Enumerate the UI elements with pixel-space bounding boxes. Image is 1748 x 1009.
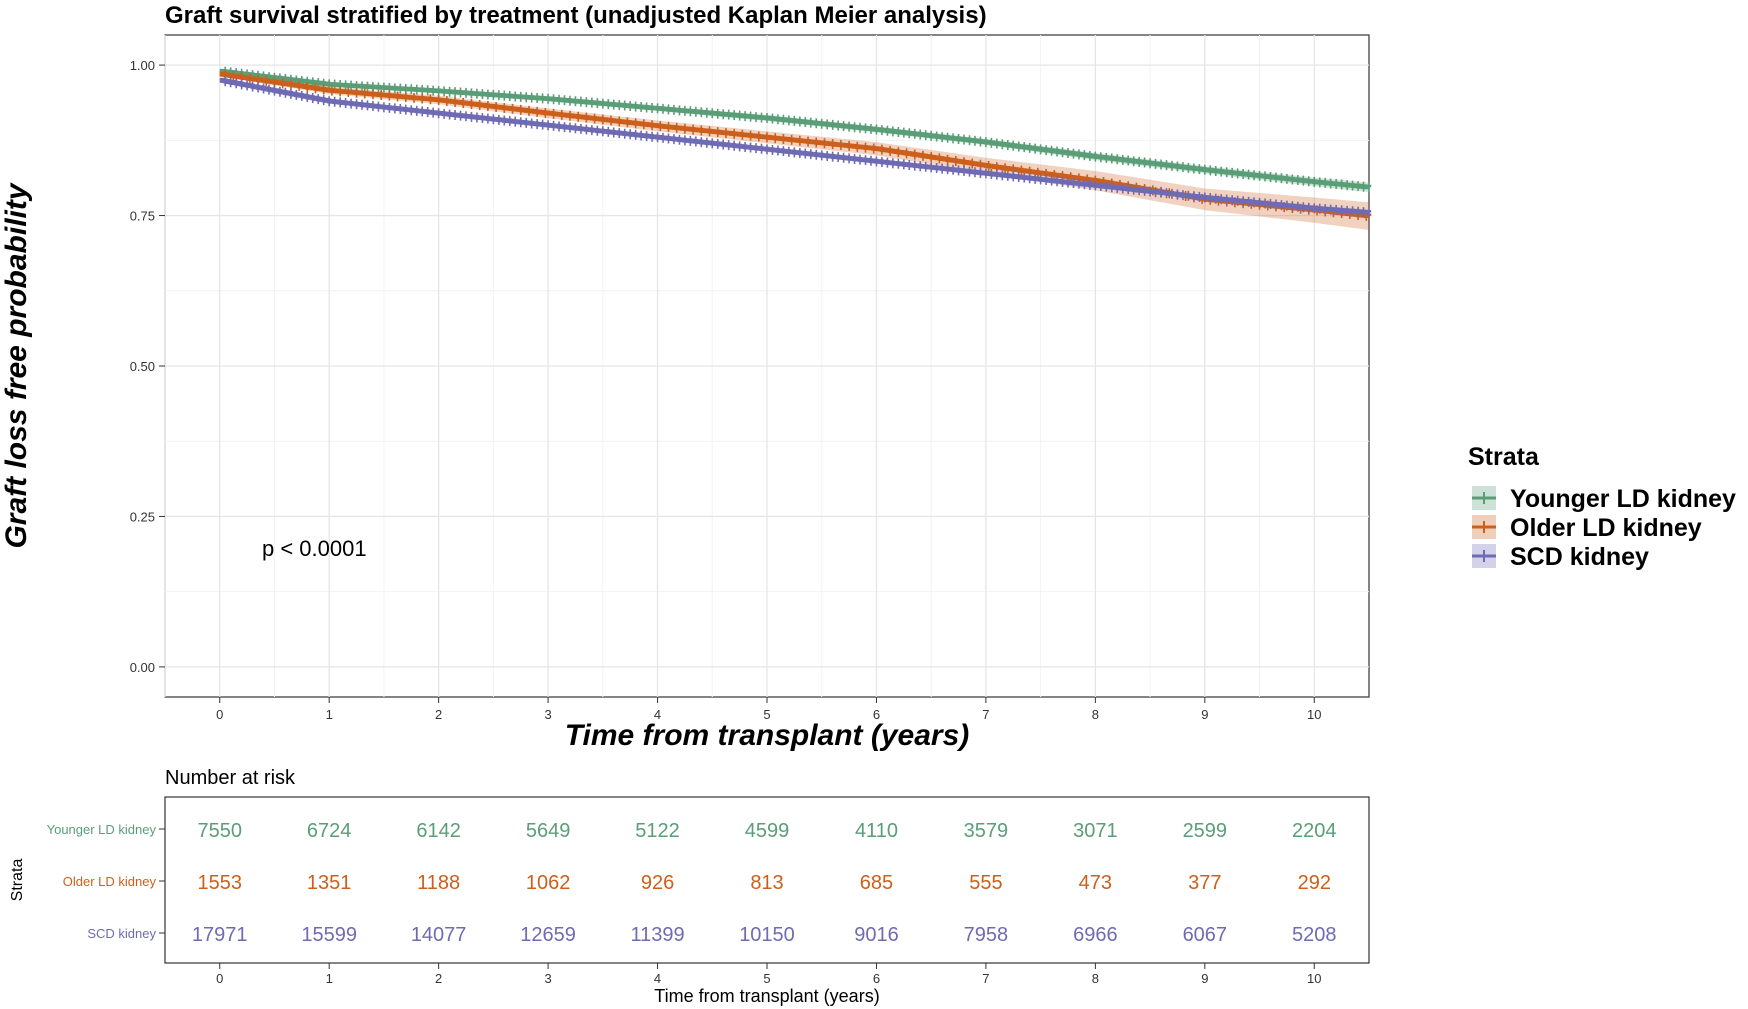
y-tick-label: 1.00 — [130, 58, 155, 73]
y-tick-label: 0.25 — [130, 509, 155, 524]
x-tick-label: 2 — [435, 707, 442, 722]
risk-x-tick-label: 1 — [326, 971, 333, 986]
risk-cell: 5649 — [526, 820, 571, 842]
risk-x-tick-label: 9 — [1201, 971, 1208, 986]
risk-cell: 10150 — [739, 924, 795, 946]
risk-cell: 15599 — [301, 924, 357, 946]
risk-cell: 1188 — [417, 872, 460, 894]
risk-cell: 555 — [969, 872, 1002, 894]
censor-marks-2 — [224, 76, 1370, 218]
risk-cell: 9016 — [854, 924, 899, 946]
survival-curves — [219, 66, 1372, 221]
risk-cell: 292 — [1298, 872, 1331, 894]
risk-cell: 473 — [1079, 872, 1112, 894]
risk-x-tick-label: 2 — [435, 971, 442, 986]
risk-table-x-label: Time from transplant (years) — [654, 986, 879, 1006]
risk-cell: 1553 — [197, 872, 242, 894]
risk-cell: 377 — [1188, 872, 1221, 894]
y-tick-label: 0.50 — [130, 359, 155, 374]
risk-cell: 1062 — [526, 872, 571, 894]
risk-x-tick-label: 10 — [1307, 971, 1321, 986]
axis-ticks: 0 1 2 3 4 5 6 7 8 9 10 0.00 0.25 0.50 0.75 1.00 — [130, 58, 1322, 722]
x-tick-label: 1 — [326, 707, 333, 722]
risk-x-tick-label: 3 — [544, 971, 551, 986]
x-tick-label: 8 — [1092, 707, 1099, 722]
legend-label-0: Younger LD kidney — [1510, 485, 1736, 513]
risk-cell: 926 — [641, 872, 674, 894]
risk-row-label-2: SCD kidney — [87, 926, 156, 941]
risk-table-panel — [164, 796, 1370, 964]
x-tick-label: 7 — [982, 707, 989, 722]
risk-row-label-0: Younger LD kidney — [47, 822, 157, 837]
legend-label-2: SCD kidney — [1510, 543, 1649, 571]
x-tick-label: 9 — [1201, 707, 1208, 722]
risk-cell: 6724 — [307, 820, 352, 842]
risk-table-title: Number at risk — [165, 767, 296, 789]
risk-cell: 813 — [750, 872, 783, 894]
risk-cell: 4110 — [855, 820, 898, 842]
risk-cell: 12659 — [520, 924, 576, 946]
risk-cell: 3579 — [964, 820, 1009, 842]
risk-cell: 2599 — [1183, 820, 1228, 842]
risk-cell: 5122 — [635, 820, 680, 842]
y-tick-label: 0.75 — [130, 209, 155, 224]
chart-title: Graft survival stratified by treatment (… — [165, 2, 987, 29]
x-axis-label: Time from transplant (years) — [565, 719, 970, 752]
x-tick-label: 10 — [1307, 707, 1321, 722]
risk-cell: 11399 — [630, 924, 684, 946]
risk-cell: 6142 — [416, 820, 461, 842]
risk-cell: 7550 — [197, 820, 242, 842]
legend-title: Strata — [1468, 443, 1540, 471]
risk-x-tick-label: 8 — [1092, 971, 1099, 986]
risk-cell: 3071 — [1073, 820, 1118, 842]
risk-table: Younger LD kidney 7550 6724 6142 5649 5122 459… — [47, 820, 1337, 986]
risk-cell: 14077 — [411, 924, 467, 946]
risk-table-y-label: Strata — [9, 859, 26, 902]
x-tick-label: 6 — [873, 707, 880, 722]
risk-x-tick-label: 5 — [763, 971, 770, 986]
risk-cell: 5208 — [1292, 924, 1337, 946]
x-tick-label: 4 — [654, 707, 661, 722]
x-tick-label: 0 — [216, 707, 223, 722]
ci-band-1 — [219, 71, 1370, 230]
y-axis-label: Graft loss free probability — [0, 182, 33, 548]
x-tick-label: 5 — [763, 707, 770, 722]
risk-x-tick-label: 4 — [654, 971, 661, 986]
risk-x-tick-label: 7 — [982, 971, 989, 986]
risk-cell: 6067 — [1183, 924, 1228, 946]
risk-x-tick-label: 0 — [216, 971, 223, 986]
legend-label-1: Older LD kidney — [1510, 514, 1702, 542]
risk-x-tick-label: 6 — [873, 971, 880, 986]
x-tick-label: 3 — [544, 707, 551, 722]
p-value: p < 0.0001 — [262, 536, 367, 561]
risk-cell: 6966 — [1073, 924, 1118, 946]
y-tick-label: 0.00 — [130, 660, 155, 675]
risk-cell: 17971 — [192, 924, 248, 946]
risk-cell: 4599 — [745, 820, 790, 842]
risk-cell: 7958 — [964, 924, 1009, 946]
risk-cell: 685 — [860, 872, 893, 894]
risk-cell: 2204 — [1292, 820, 1337, 842]
risk-cell: 1351 — [307, 872, 352, 894]
risk-row-label-1: Older LD kidney — [63, 874, 157, 889]
